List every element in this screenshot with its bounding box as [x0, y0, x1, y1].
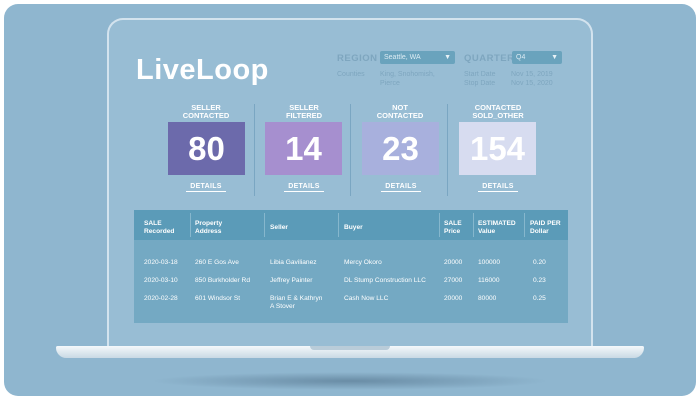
cell-buyer: Cash Now LLC: [344, 295, 389, 302]
cell-value: 80000: [478, 295, 497, 302]
region-select[interactable]: Seattle, WA ▼: [380, 51, 455, 64]
header-line1: SALE: [444, 220, 462, 227]
kpi-label-line2: FILTERED: [285, 111, 323, 120]
cell-seller: Brian E & Kathryn: [270, 295, 323, 302]
kpi-label-line1: SELLER: [289, 103, 319, 112]
table-header: SALE Recorded Property Address Seller Bu…: [134, 210, 568, 240]
cell-date: 2020-03-18: [144, 259, 178, 266]
counties-value-1: King, Snohomish,: [380, 71, 435, 78]
stop-date-label: Stop Date: [464, 80, 496, 87]
header-line2: Price: [444, 227, 461, 235]
kpi-label-line1: CONTACTED: [474, 103, 522, 112]
region-label: REGION: [337, 53, 378, 64]
header-line1: PAID PER: [530, 220, 561, 227]
column-separator: [264, 213, 265, 237]
cell-paid: 0.20: [533, 259, 546, 266]
laptop-notch: [310, 346, 390, 350]
cell-address: 601 Windsor St: [195, 295, 241, 302]
header-sale-price: SALE Price: [444, 220, 462, 235]
kpi-label-line1: NOT: [392, 103, 408, 112]
header-line1: ESTIMATED: [478, 220, 516, 227]
cell-seller-line2: A Stover: [270, 303, 295, 310]
kpi-contacted-sold-other-label: CONTACTED SOLD_OTHER: [453, 104, 543, 120]
chevron-down-icon: ▼: [551, 54, 558, 61]
chevron-down-icon: ▼: [444, 54, 451, 61]
header-line2: Value: [478, 227, 496, 235]
quarter-label: QUARTER: [464, 53, 515, 64]
kpi-divider: [350, 104, 351, 196]
kpi-contacted-sold-other-details-link[interactable]: DETAILS: [478, 183, 518, 192]
header-seller: Seller: [270, 224, 288, 231]
header-estimated-value: ESTIMATED Value: [478, 220, 516, 235]
cell-date: 2020-02-28: [144, 295, 178, 302]
kpi-not-contacted-label: NOT CONTACTED: [355, 104, 445, 120]
stop-date-value: Nov 15, 2020: [511, 80, 553, 87]
kpi-divider: [447, 104, 448, 196]
cell-date: 2020-03-10: [144, 277, 178, 284]
header-line2: Dollar: [530, 227, 549, 235]
header-line2: Recorded: [144, 227, 175, 235]
header-line1: Property: [195, 220, 223, 227]
region-select-value: Seattle, WA: [384, 54, 421, 61]
cell-paid: 0.23: [533, 277, 546, 284]
cell-paid: 0.25: [533, 295, 546, 302]
header-buyer: Buyer: [344, 224, 363, 231]
cell-value: 116000: [478, 277, 500, 284]
cell-price: 27000: [444, 277, 463, 284]
kpi-seller-contacted-value: 80: [168, 122, 245, 175]
kpi-label-line2: CONTACTED: [376, 111, 424, 120]
cell-buyer: DL Stump Construction LLC: [344, 277, 426, 284]
kpi-divider: [254, 104, 255, 196]
kpi-label-line2: CONTACTED: [182, 111, 230, 120]
header-line2: Address: [195, 227, 222, 235]
header-sale-recorded: SALE Recorded: [144, 220, 174, 235]
kpi-seller-filtered-value: 14: [265, 122, 342, 175]
start-date-value: Nov 15, 2019: [511, 71, 553, 78]
laptop-shadow: [150, 372, 550, 390]
kpi-seller-contacted-label: SELLER CONTACTED: [161, 104, 251, 120]
column-separator: [473, 213, 474, 237]
header-property-address: Property Address: [195, 220, 222, 235]
kpi-label-line1: SELLER: [191, 103, 221, 112]
header-line1: SALE: [144, 220, 162, 227]
column-separator: [524, 213, 525, 237]
cell-seller: Libia Gavilianez: [270, 259, 317, 266]
counties-value-2: Pierce: [380, 80, 400, 87]
cell-price: 20000: [444, 295, 463, 302]
laptop-base: [56, 346, 644, 358]
cell-buyer: Mercy Okoro: [344, 259, 382, 266]
header-paid-per-dollar: PAID PER Dollar: [530, 220, 561, 235]
cell-address: 260 E Gos Ave: [195, 259, 239, 266]
start-date-label: Start Date: [464, 71, 496, 78]
cell-seller: Jeffrey Painter: [270, 277, 313, 284]
column-separator: [190, 213, 191, 237]
sales-table: SALE Recorded Property Address Seller Bu…: [134, 210, 568, 323]
cell-address: 850 Burkholder Rd: [195, 277, 250, 284]
column-separator: [439, 213, 440, 237]
kpi-not-contacted-value: 23: [362, 122, 439, 175]
kpi-not-contacted-details-link[interactable]: DETAILS: [381, 183, 421, 192]
app-logo: LiveLoop: [136, 54, 269, 86]
kpi-seller-filtered-details-link[interactable]: DETAILS: [284, 183, 324, 192]
cell-value: 100000: [478, 259, 501, 266]
kpi-seller-contacted-details-link[interactable]: DETAILS: [186, 183, 226, 192]
kpi-label-line2: SOLD_OTHER: [472, 111, 524, 120]
column-separator: [338, 213, 339, 237]
quarter-select-value: Q4: [516, 54, 526, 61]
kpi-contacted-sold-other-value: 154: [459, 122, 536, 175]
counties-label: Counties: [337, 71, 365, 78]
quarter-select[interactable]: Q4 ▼: [512, 51, 562, 64]
kpi-seller-filtered-label: SELLER FILTERED: [259, 104, 349, 120]
cell-price: 20000: [444, 259, 463, 266]
